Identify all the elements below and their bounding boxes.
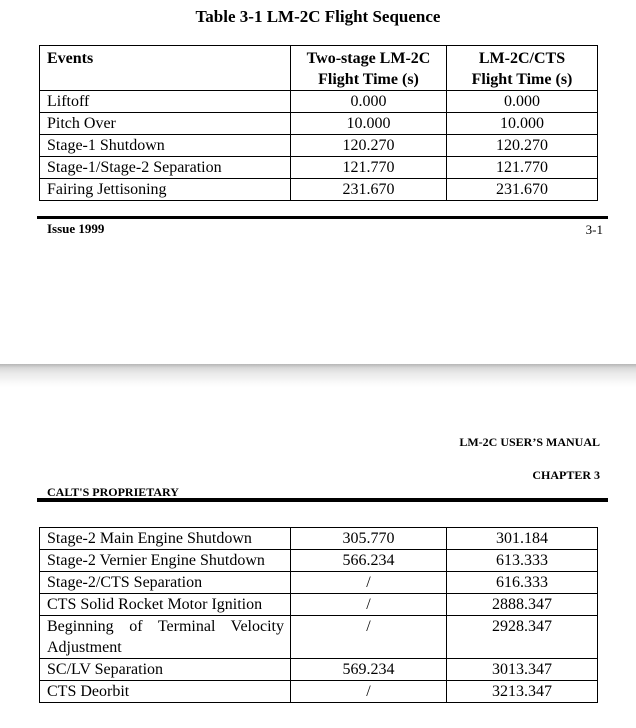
two-stage-time-cell: / xyxy=(290,615,447,659)
cts-time-cell: 613.333 xyxy=(446,549,598,572)
two-stage-time-cell: / xyxy=(290,593,447,616)
cts-time-cell: 2888.347 xyxy=(446,593,598,616)
two-stage-column-header: Two-stage LM-2C Flight Time (s) xyxy=(290,45,447,91)
event-cell: Liftoff xyxy=(39,90,291,113)
column-header-line1: Two-stage LM-2C xyxy=(306,50,431,67)
table-row: SC/LV Separation 569.234 3013.347 xyxy=(39,658,598,681)
table-row: Beginning of Terminal Velocity Adjustmen… xyxy=(39,615,598,659)
table-row: Stage-1/Stage-2 Separation 121.770 121.7… xyxy=(39,156,598,179)
cts-time-cell: 3013.347 xyxy=(446,658,598,681)
table-row: Pitch Over 10.000 10.000 xyxy=(39,112,598,135)
two-stage-time-cell: 120.270 xyxy=(290,134,447,157)
two-stage-time-cell: / xyxy=(290,571,447,594)
table-row: CTS Solid Rocket Motor Ignition / 2888.3… xyxy=(39,593,598,616)
page2-proprietary-label: CALT'S PROPRIETARY xyxy=(47,485,179,499)
two-stage-time-cell: 0.000 xyxy=(290,90,447,113)
cts-time-cell: 10.000 xyxy=(446,112,598,135)
two-stage-time-cell: 10.000 xyxy=(290,112,447,135)
event-cell: Stage-2 Vernier Engine Shutdown xyxy=(39,549,291,572)
event-cell: CTS Deorbit xyxy=(39,680,291,703)
page-separator xyxy=(0,364,636,388)
column-header-line1: LM-2C/CTS xyxy=(478,50,566,67)
event-cell: Beginning of Terminal Velocity Adjustmen… xyxy=(39,615,291,659)
page2-chapter-label: CHAPTER 3 xyxy=(532,468,600,482)
footer-issue-label: Issue 1999 xyxy=(47,221,105,236)
two-stage-time-cell: 305.770 xyxy=(290,527,447,550)
page2-header-rule xyxy=(37,498,608,502)
cts-time-cell: 3213.347 xyxy=(446,680,598,703)
two-stage-time-cell: 566.234 xyxy=(290,549,447,572)
page2-manual-title: LM-2C USER’S MANUAL xyxy=(459,435,600,449)
two-stage-time-cell: 231.670 xyxy=(290,178,447,201)
table-row: Fairing Jettisoning 231.670 231.670 xyxy=(39,178,598,201)
cts-time-cell: 301.184 xyxy=(446,527,598,550)
table-caption: Table 3-1 LM-2C Flight Sequence xyxy=(195,7,441,26)
cts-time-cell: 120.270 xyxy=(446,134,598,157)
table-row: Stage-2 Main Engine Shutdown 305.770 301… xyxy=(39,527,598,550)
two-stage-time-cell: 569.234 xyxy=(290,658,447,681)
table-row: Stage-1 Shutdown 120.270 120.270 xyxy=(39,134,598,157)
flight-sequence-table-page2: Stage-2 Main Engine Shutdown 305.770 301… xyxy=(39,527,598,703)
two-stage-time-cell: / xyxy=(290,680,447,703)
table-row: Stage-2/CTS Separation / 616.333 xyxy=(39,571,598,594)
event-cell: Stage-2/CTS Separation xyxy=(39,571,291,594)
flight-sequence-table-page1: Events Two-stage LM-2C Flight Time (s) L… xyxy=(39,45,598,201)
column-header-line2: Flight Time (s) xyxy=(318,71,419,88)
column-header-line2: Flight Time (s) xyxy=(471,71,573,88)
cts-time-cell: 121.770 xyxy=(446,156,598,179)
event-cell: Stage-1 Shutdown xyxy=(39,134,291,157)
table-row: CTS Deorbit / 3213.347 xyxy=(39,680,598,703)
cts-time-cell: 616.333 xyxy=(446,571,598,594)
cts-time-cell: 231.670 xyxy=(446,178,598,201)
cts-column-header: LM-2C/CTS Flight Time (s) xyxy=(446,45,598,91)
two-stage-time-cell: 121.770 xyxy=(290,156,447,179)
table-header-row: Events Two-stage LM-2C Flight Time (s) L… xyxy=(39,45,598,91)
event-cell: CTS Solid Rocket Motor Ignition xyxy=(39,593,291,616)
cts-time-cell: 2928.347 xyxy=(446,615,598,659)
event-cell: Pitch Over xyxy=(39,112,291,135)
events-column-header: Events xyxy=(39,45,291,91)
footer-page-number: 3-1 xyxy=(585,222,603,237)
cts-time-cell: 0.000 xyxy=(446,90,598,113)
page1-footer-rule xyxy=(37,216,608,219)
table-row: Stage-2 Vernier Engine Shutdown 566.234 … xyxy=(39,549,598,572)
event-cell: SC/LV Separation xyxy=(39,658,291,681)
table-row: Liftoff 0.000 0.000 xyxy=(39,90,598,113)
event-cell: Stage-1/Stage-2 Separation xyxy=(39,156,291,179)
event-cell: Stage-2 Main Engine Shutdown xyxy=(39,527,291,550)
event-cell: Fairing Jettisoning xyxy=(39,178,291,201)
